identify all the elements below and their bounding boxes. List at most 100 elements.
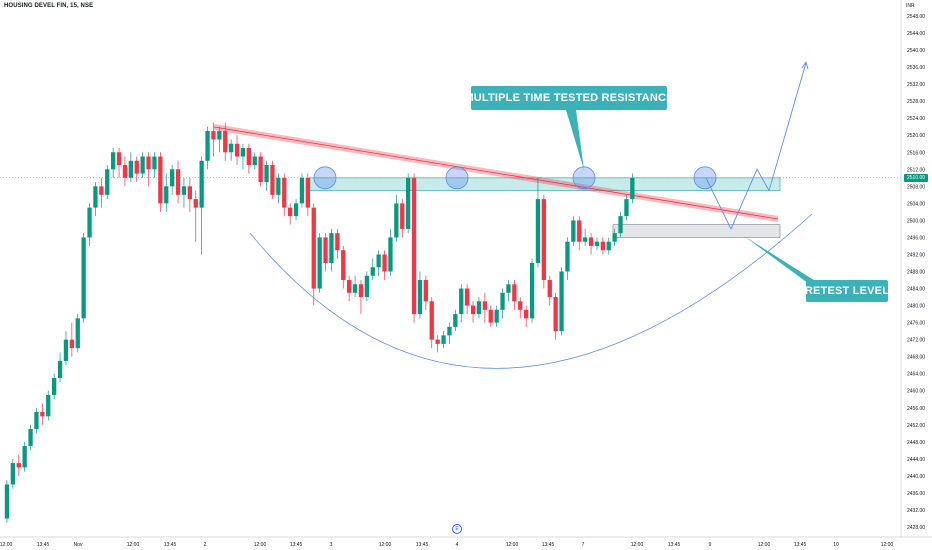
price-tick-label: 2528.00 [907,99,925,105]
time-tick-label: 9 [709,542,712,548]
candle-body [134,160,139,174]
candle-body [600,241,605,251]
candle-body [459,288,464,315]
candle-body [583,237,588,242]
candle [329,228,334,272]
candle [128,152,133,183]
candle-body [240,148,246,157]
candle [352,275,358,298]
time-tick-label: 13:45 [794,542,807,548]
candle [429,297,434,349]
candle [57,352,63,383]
candle [217,126,222,153]
candle-body [341,250,346,281]
candle-body [500,292,505,310]
candle [500,288,505,319]
price-tick-label: 2548.00 [907,14,925,20]
candle [187,177,192,212]
time-tick-label: 13:45 [542,542,555,548]
candle [488,305,493,327]
candle-body [305,177,310,208]
candle [75,314,80,353]
candle [69,322,74,357]
candle [34,407,39,434]
candle [594,237,600,251]
time-tick-label: 12:00 [254,542,267,548]
candle-body [52,377,57,395]
earnings-icon[interactable]: E [452,524,462,534]
candle-body [559,271,564,332]
symbol-title: HOUSING DEVEL FIN, 15, NSE [4,3,94,9]
price-tick-label: 2440.00 [907,474,925,480]
candle [417,271,423,319]
candle-body [16,463,21,468]
candle-body [317,237,322,289]
candle-body [323,237,328,263]
candle-body [152,156,157,170]
candle [630,173,635,204]
candle-body [441,335,446,344]
price-tick-label: 2476.00 [907,321,925,327]
projection-path [705,60,809,230]
callout-pointers [566,110,820,292]
rounding-bottom-curve [249,213,813,369]
candle-body [506,284,511,293]
price-tick-label: 2496.00 [907,235,925,241]
candle-body [400,203,405,229]
last-price-label: 2510.00 [904,174,928,182]
candle-body [541,199,546,281]
candle [134,156,139,183]
candle-body [99,186,104,195]
candle [376,250,381,276]
candle-body [512,284,517,302]
time-tick-label: 12:00 [881,542,894,548]
candle [40,403,45,425]
candle-body [276,177,281,195]
candle [317,233,322,293]
projection-arrowhead [801,60,809,70]
candle [470,301,476,323]
price-tick-label: 2448.00 [907,440,925,446]
candle-body [299,177,305,204]
resistance-callout: MULTIPLE TIME TESTED RESISTANCE [464,86,673,110]
candle [311,203,316,306]
candle [465,284,470,315]
candle-body [217,130,222,140]
candle [476,297,482,319]
candle-body [571,220,576,242]
price-tick-label: 2436.00 [907,491,925,497]
candle [293,199,299,221]
candle-body [429,301,434,340]
time-tick-label: 13:45 [668,542,681,548]
price-tick-label: 2512.00 [907,167,925,173]
candle [423,275,428,310]
candle [211,122,216,157]
candle [22,441,27,472]
candle [518,297,523,319]
candle-body [158,156,163,204]
candle [494,305,499,327]
candle [28,424,33,451]
candle-body [187,186,192,200]
candles [4,122,635,523]
candle [400,199,405,238]
time-tick-label: 12:00 [631,542,644,548]
candle-body [111,152,116,170]
trendline [213,124,779,222]
retest-zone [612,224,781,238]
candle-body [63,339,69,361]
time-tick-label: 13:45 [37,542,50,548]
candle [541,194,546,289]
price-tick-label: 2452.00 [907,423,925,429]
candle [323,233,328,272]
candle-body [205,130,210,161]
price-tick-label: 2536.00 [907,65,925,71]
candle-body [518,301,523,310]
candle [87,203,92,246]
candle [270,160,275,200]
candle-body [394,203,399,238]
candle [571,216,576,246]
price-tick-label: 2520.00 [907,133,925,139]
candle-body [388,237,393,272]
